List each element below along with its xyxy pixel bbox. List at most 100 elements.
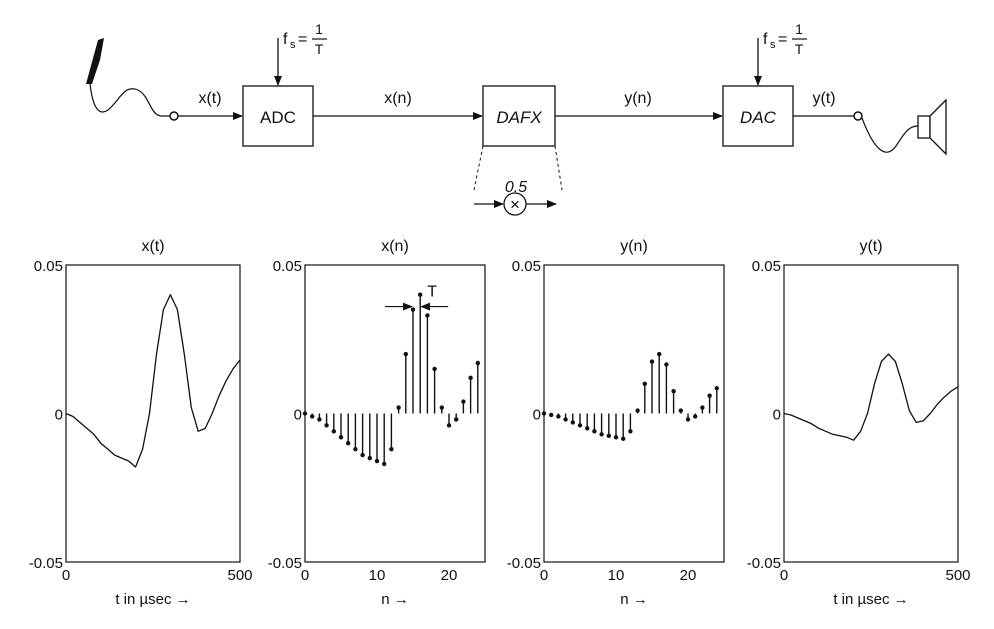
plot-frame (65, 264, 241, 563)
stem-marker (382, 461, 387, 467)
x-axis-label: t in µsec → (115, 591, 190, 608)
stem-marker (599, 432, 604, 437)
stem-marker (331, 429, 336, 434)
label-y-t: y(t) (812, 90, 835, 107)
input-terminal (169, 111, 179, 121)
label-x-t: x(t) (198, 90, 221, 107)
x-tick-label: 10 (369, 567, 386, 584)
x-tick-label: 500 (227, 567, 252, 584)
stem-marker (613, 435, 619, 440)
chart-title: x(n) (381, 238, 409, 255)
label-y-n: y(n) (624, 90, 652, 107)
stem-marker (367, 455, 372, 461)
stem-marker (310, 414, 315, 419)
fs-denominator: T (795, 41, 804, 57)
sampling-label-dac: f s = 1 T (763, 21, 807, 57)
stem-marker (418, 292, 423, 297)
y-tick-label: -0.05 (268, 555, 302, 572)
x-tick-label: 10 (608, 567, 625, 584)
x-tick-label: 0 (780, 567, 788, 584)
fs-equals: = (778, 31, 787, 48)
plot-frame (304, 264, 486, 563)
stem-marker (671, 389, 676, 394)
fs-symbol: f (283, 31, 288, 48)
stem-marker (621, 436, 626, 441)
stem-marker (592, 429, 597, 434)
y-tick-label: 0.05 (34, 258, 63, 275)
stem-marker (374, 458, 380, 464)
x-tick-label: 20 (680, 567, 697, 584)
fs-subscript: s (290, 39, 296, 51)
stem-marker (338, 435, 344, 440)
stem-marker (324, 423, 329, 428)
stem-marker (403, 351, 408, 357)
x-tick-label: 0 (301, 567, 309, 584)
chart-2: x(n)0.050-0.050 10 20n →T (268, 238, 486, 608)
stem-marker (317, 417, 322, 422)
stem-marker (635, 408, 640, 413)
x-tick-label: 20 (441, 567, 458, 584)
period-label: T (427, 284, 437, 301)
stem-marker (585, 426, 590, 431)
fs-denominator: T (315, 41, 324, 57)
y-tick-label: 0 (294, 407, 302, 424)
stem-marker (541, 411, 547, 416)
sampling-label-adc: f s = 1 T (283, 21, 327, 57)
stem-marker (439, 405, 444, 410)
adc-label: ADC (260, 108, 296, 127)
stem-marker (714, 386, 719, 391)
loudspeaker-icon (861, 98, 947, 156)
stem-marker (475, 360, 480, 366)
y-tick-label: -0.05 (747, 555, 781, 572)
stem-marker (642, 381, 647, 386)
zoom-line-right (554, 145, 563, 191)
stem-marker (556, 414, 561, 419)
dac-block (722, 85, 794, 147)
y-tick-label: 0 (773, 407, 781, 424)
y-tick-label: -0.05 (29, 555, 63, 572)
stem-marker (700, 405, 705, 410)
stem-marker (389, 446, 394, 452)
dafx-block (482, 85, 556, 147)
chart-title: y(n) (620, 238, 648, 255)
fs-symbol: f (763, 31, 768, 48)
y-tick-label: 0.05 (512, 258, 541, 275)
x-axis-label: n → (381, 591, 409, 608)
x-tick-label: 0 (62, 567, 70, 584)
stem-marker (461, 399, 466, 404)
signal-curve (65, 294, 241, 468)
x-axis-label: n → (620, 591, 648, 608)
stem-marker (563, 417, 568, 422)
zoom-line-left (473, 145, 484, 191)
stem-marker (468, 375, 473, 381)
fs-subscript: s (770, 39, 776, 51)
stem-marker (693, 414, 698, 419)
stem-marker (577, 423, 583, 428)
stem-marker (549, 412, 554, 418)
stem-marker (628, 429, 633, 434)
dac-label: DAC (740, 108, 777, 127)
stem-marker (606, 433, 611, 438)
fs-numerator: 1 (795, 21, 803, 37)
stem-marker (664, 362, 669, 367)
y-tick-label: 0.05 (273, 258, 302, 275)
stem-marker (346, 441, 351, 446)
stem-marker (410, 307, 416, 312)
x-tick-label: 0 (540, 567, 548, 584)
stem-marker (432, 366, 437, 372)
stem-marker (454, 417, 459, 422)
stem-marker (360, 452, 365, 458)
chart-title: y(t) (859, 238, 882, 255)
stem-marker (707, 393, 712, 398)
stem-marker (396, 405, 401, 410)
fs-equals: = (298, 31, 307, 48)
chart-title: x(t) (141, 238, 164, 255)
block-diagram: x(t) ADC f s = 1 T x(n) DAFX 0.5 × y( (86, 21, 947, 216)
y-tick-label: -0.05 (507, 555, 541, 572)
y-tick-label: 0 (533, 407, 541, 424)
signal-curve (783, 353, 959, 441)
label-x-n: x(n) (384, 90, 412, 107)
